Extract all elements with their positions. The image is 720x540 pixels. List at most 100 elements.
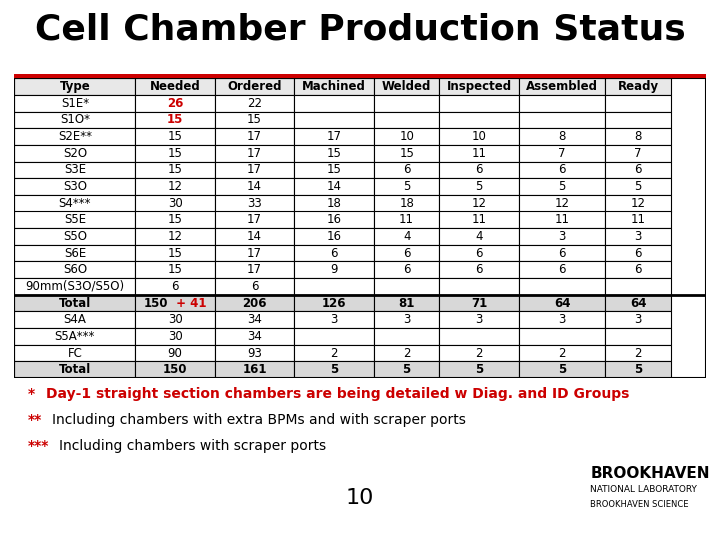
Bar [606, 78, 671, 95]
Text: 10: 10 [399, 130, 414, 143]
Text: S4A: S4A [63, 313, 86, 326]
Text: 17: 17 [247, 247, 262, 260]
Bar [606, 328, 671, 345]
Bar [606, 112, 671, 128]
Bar [606, 261, 671, 278]
Bar [439, 295, 519, 312]
Bar [606, 228, 671, 245]
Text: Cell Chamber Production Status: Cell Chamber Production Status [35, 12, 685, 46]
Text: 5: 5 [403, 180, 410, 193]
Text: 6: 6 [559, 247, 566, 260]
Text: 16: 16 [327, 230, 341, 243]
Text: 5: 5 [634, 363, 642, 376]
Bar [215, 328, 294, 345]
Text: 17: 17 [247, 264, 262, 276]
Bar [14, 112, 135, 128]
Bar [519, 145, 606, 161]
Bar [606, 195, 671, 212]
Text: Total: Total [59, 296, 91, 309]
Bar [215, 228, 294, 245]
Bar [439, 245, 519, 261]
Bar [215, 212, 294, 228]
Bar [215, 345, 294, 361]
Bar [14, 145, 135, 161]
Text: 6: 6 [251, 280, 258, 293]
Bar [215, 245, 294, 261]
Bar [14, 278, 135, 295]
Bar [606, 245, 671, 261]
Bar [294, 295, 374, 312]
Text: S1E*: S1E* [60, 97, 89, 110]
Text: Inspected: Inspected [446, 80, 512, 93]
Text: 10: 10 [472, 130, 487, 143]
Text: 3: 3 [559, 313, 566, 326]
Bar [374, 245, 439, 261]
Bar [135, 112, 215, 128]
Bar [439, 278, 519, 295]
Text: 11: 11 [631, 213, 646, 226]
Text: 6: 6 [403, 247, 410, 260]
Bar [215, 112, 294, 128]
Bar [14, 261, 135, 278]
Bar [439, 345, 519, 361]
Bar [135, 278, 215, 295]
Text: 11: 11 [399, 213, 414, 226]
Bar [294, 312, 374, 328]
Text: 34: 34 [247, 313, 262, 326]
Text: 3: 3 [634, 230, 642, 243]
Text: 126: 126 [322, 296, 346, 309]
Bar [519, 195, 606, 212]
Text: 11: 11 [472, 147, 487, 160]
Text: ***: *** [28, 439, 50, 453]
Bar [439, 328, 519, 345]
Text: 5: 5 [559, 180, 566, 193]
Text: Including chambers with scraper ports: Including chambers with scraper ports [59, 439, 326, 453]
Bar [519, 245, 606, 261]
Text: Machined: Machined [302, 80, 366, 93]
Text: 64: 64 [554, 296, 570, 309]
Bar [135, 228, 215, 245]
Bar [519, 328, 606, 345]
Bar [294, 361, 374, 378]
Bar [294, 178, 374, 195]
Bar [135, 345, 215, 361]
Bar [606, 161, 671, 178]
Bar [439, 312, 519, 328]
Bar [519, 295, 606, 312]
Bar [374, 161, 439, 178]
Bar [519, 78, 606, 95]
Text: S4***: S4*** [58, 197, 91, 210]
Text: 8: 8 [559, 130, 566, 143]
Bar [519, 278, 606, 295]
Text: 6: 6 [330, 247, 338, 260]
Bar [294, 112, 374, 128]
Text: BROOKHAVEN: BROOKHAVEN [590, 465, 710, 481]
Bar [439, 178, 519, 195]
Text: 6: 6 [171, 280, 179, 293]
Text: BROOKHAVEN SCIENCE: BROOKHAVEN SCIENCE [590, 501, 689, 509]
Bar [14, 128, 135, 145]
Bar [374, 95, 439, 112]
Bar [374, 345, 439, 361]
Text: 6: 6 [559, 264, 566, 276]
Text: Assembled: Assembled [526, 80, 598, 93]
Text: 5: 5 [475, 180, 483, 193]
Text: 3: 3 [634, 313, 642, 326]
Text: Ordered: Ordered [228, 80, 282, 93]
Bar [215, 161, 294, 178]
Bar [374, 295, 439, 312]
Bar [215, 361, 294, 378]
Text: 7: 7 [634, 147, 642, 160]
Bar [294, 328, 374, 345]
Text: S3E: S3E [64, 164, 86, 177]
Text: 15: 15 [168, 130, 183, 143]
Text: 7: 7 [559, 147, 566, 160]
Text: 5: 5 [634, 180, 642, 193]
Text: 33: 33 [247, 197, 262, 210]
Bar [294, 345, 374, 361]
Text: 5: 5 [402, 363, 411, 376]
Bar [439, 145, 519, 161]
Bar [215, 278, 294, 295]
Text: 12: 12 [554, 197, 570, 210]
Bar [439, 361, 519, 378]
